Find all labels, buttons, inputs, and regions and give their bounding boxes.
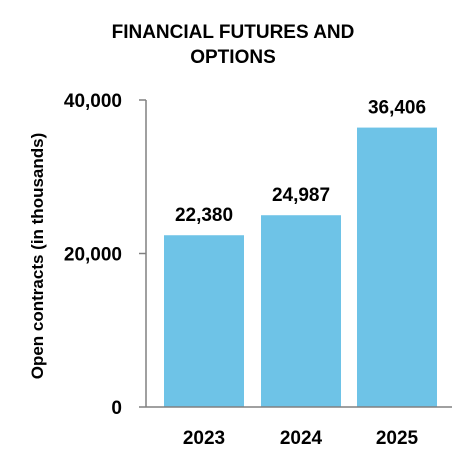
- bar-2024: [261, 215, 341, 407]
- data-label-2024: 24,987: [272, 185, 330, 206]
- chart-title-line-2: OPTIONS: [190, 47, 276, 68]
- bars-group: [164, 127, 437, 407]
- x-tick-labels: 2023 2024 2025: [183, 428, 419, 449]
- bar-2025: [357, 127, 437, 407]
- y-tick-label-40000: 40,000: [64, 91, 122, 112]
- x-tick-label-2024: 2024: [280, 428, 323, 449]
- y-tick-label-20000: 20,000: [64, 245, 122, 266]
- x-tick-label-2025: 2025: [376, 428, 419, 449]
- x-tick-label-2023: 2023: [183, 428, 225, 449]
- data-label-2023: 22,380: [175, 205, 233, 226]
- y-tick-label-0: 0: [111, 398, 122, 419]
- bar-2023: [164, 235, 244, 407]
- y-tick-labels: 0 20,000 40,000: [64, 91, 146, 419]
- chart-title-line-1: FINANCIAL FUTURES AND: [112, 22, 355, 43]
- y-axis-label: Open contracts (in thousands): [28, 133, 47, 380]
- data-labels-group: 22,380 24,987 36,406: [175, 98, 426, 227]
- data-label-2025: 36,406: [368, 98, 426, 119]
